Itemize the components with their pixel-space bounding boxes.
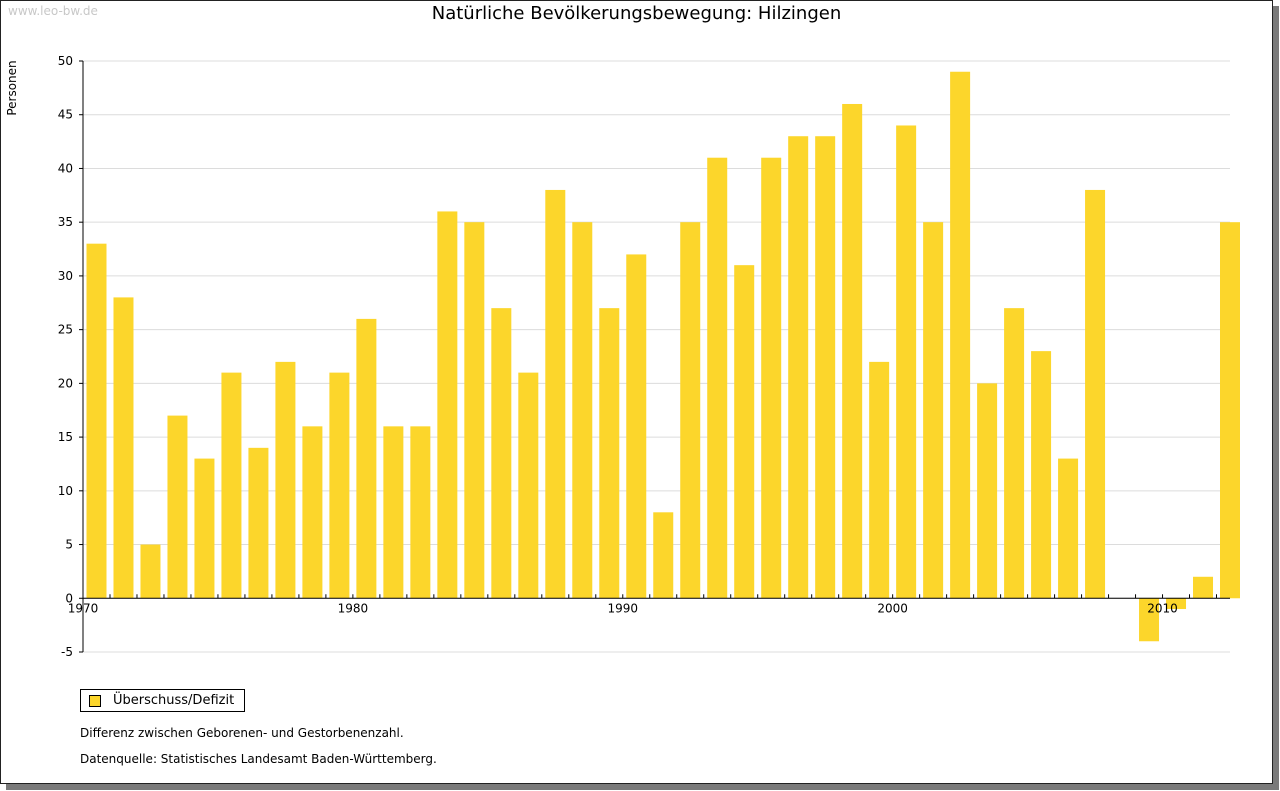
legend: Überschuss/Defizit bbox=[80, 689, 246, 712]
bar-1973 bbox=[167, 415, 188, 599]
bar-1995 bbox=[761, 157, 782, 599]
bar-1972 bbox=[140, 544, 161, 599]
bar-2006 bbox=[1058, 458, 1079, 599]
bar-2007 bbox=[1085, 189, 1106, 599]
bar-2012 bbox=[1220, 222, 1240, 599]
axes bbox=[79, 60, 1230, 653]
x-tick-label: 1980 bbox=[338, 601, 369, 615]
bar-1985 bbox=[491, 308, 512, 599]
bar-1978 bbox=[302, 426, 323, 599]
bar-1996 bbox=[788, 136, 809, 599]
bar-1990 bbox=[626, 254, 647, 599]
bar-1977 bbox=[275, 361, 296, 599]
y-tick-label: 50 bbox=[58, 54, 73, 68]
bar-1992 bbox=[680, 222, 701, 599]
bar-2010 bbox=[1166, 598, 1187, 610]
bar-1981 bbox=[383, 426, 404, 599]
note-description: Differenz zwischen Geborenen- und Gestor… bbox=[80, 726, 404, 740]
bar-2004 bbox=[1004, 308, 1025, 599]
bar-1999 bbox=[869, 361, 890, 599]
bar-1970 bbox=[86, 243, 107, 599]
y-tick-label: 0 bbox=[65, 591, 73, 605]
bar-1986 bbox=[518, 372, 539, 599]
bar-2001 bbox=[923, 222, 944, 599]
bar-1975 bbox=[221, 372, 242, 599]
bar-1988 bbox=[572, 222, 593, 599]
bar-2003 bbox=[977, 383, 998, 599]
bar-2011 bbox=[1193, 576, 1214, 599]
bar-1989 bbox=[599, 308, 620, 599]
bar-1982 bbox=[410, 426, 431, 599]
y-tick-label: 10 bbox=[58, 484, 73, 498]
bars bbox=[86, 71, 1240, 642]
chart-title: Natürliche Bevölkerungsbewegung: Hilzing… bbox=[431, 3, 842, 24]
bar-2000 bbox=[896, 125, 917, 599]
bar-2005 bbox=[1031, 351, 1052, 599]
bar-1976 bbox=[248, 447, 269, 599]
bar-2002 bbox=[950, 71, 971, 599]
watermark: www.leo-bw.de bbox=[8, 4, 98, 18]
y-tick-label: 5 bbox=[65, 538, 73, 552]
y-tick-label: 25 bbox=[58, 323, 73, 337]
x-tick-label: 1970 bbox=[68, 601, 99, 615]
note-source: Datenquelle: Statistisches Landesamt Bad… bbox=[80, 752, 437, 766]
x-tick-label: 2000 bbox=[877, 601, 908, 615]
y-tick-label: 35 bbox=[58, 215, 73, 229]
y-tick-label: 40 bbox=[58, 161, 73, 175]
x-tick-label: 1990 bbox=[607, 601, 638, 615]
bar-1987 bbox=[545, 189, 566, 599]
bar-1974 bbox=[194, 458, 215, 599]
bar-1997 bbox=[815, 136, 836, 599]
bar-1983 bbox=[437, 211, 458, 599]
bar-2009 bbox=[1139, 598, 1160, 642]
bar-chart: -5 0 5 10 15 20 25 30 35 40 45 50 1970 1980 1990 2000 20… bbox=[58, 54, 1240, 659]
legend-label: Überschuss/Defizit bbox=[113, 693, 235, 708]
x-tick-label: 2010 bbox=[1147, 601, 1178, 615]
y-tick-label: 15 bbox=[58, 430, 73, 444]
bar-1998 bbox=[842, 103, 863, 599]
y-tick-label: 45 bbox=[58, 108, 73, 122]
legend-swatch bbox=[89, 694, 101, 707]
bar-1994 bbox=[734, 265, 755, 599]
bar-1993 bbox=[707, 157, 728, 599]
tick-labels: -5 0 5 10 15 20 25 30 35 40 45 50 1970 1980 1990 2000 20… bbox=[58, 54, 1178, 659]
bar-1980 bbox=[356, 318, 377, 599]
bar-1991 bbox=[653, 512, 674, 599]
bar-1984 bbox=[464, 222, 485, 599]
bar-1971 bbox=[113, 297, 134, 599]
y-tick-label: -5 bbox=[61, 645, 73, 659]
bar-1979 bbox=[329, 372, 350, 599]
y-tick-label: 20 bbox=[58, 376, 73, 390]
y-tick-label: 30 bbox=[58, 269, 73, 283]
